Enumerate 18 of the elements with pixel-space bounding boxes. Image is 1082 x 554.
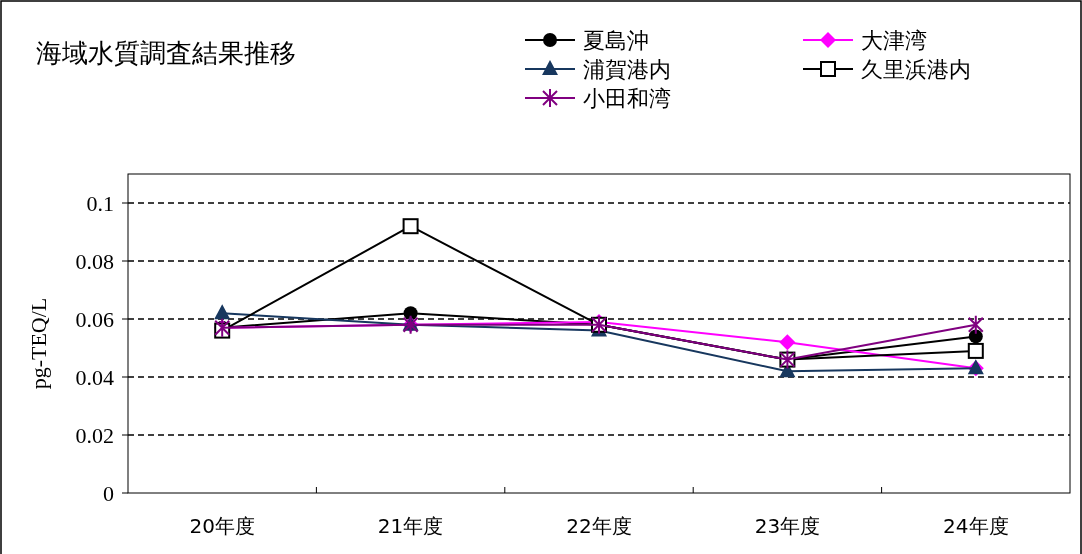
y-tick-label: 0.06	[75, 306, 114, 332]
y-tick-label: 0.02	[75, 422, 114, 448]
x-tick-label: 22年度	[566, 514, 632, 538]
y-tick-label: 0.08	[75, 248, 114, 274]
x-tick-label: 23年度	[754, 514, 821, 538]
legend-label: 浦賀港内	[583, 56, 671, 82]
y-tick-label: 0.04	[75, 364, 114, 390]
chart-title: 海域水質調査結果推移	[36, 38, 296, 68]
y-axis-title: pg-TEQ/L	[26, 297, 51, 390]
y-tick-label: 0.1	[86, 190, 114, 216]
x-tick-label: 21年度	[377, 514, 444, 538]
y-tick-label: 0	[103, 480, 114, 506]
x-tick-label: 24年度	[943, 514, 1009, 538]
legend-label: 大津湾	[861, 27, 927, 53]
legend-label: 小田和湾	[583, 85, 671, 111]
legend-label: 夏島沖	[583, 27, 649, 53]
x-tick-label: 20年度	[189, 514, 255, 538]
legend-label: 久里浜港内	[861, 56, 971, 82]
